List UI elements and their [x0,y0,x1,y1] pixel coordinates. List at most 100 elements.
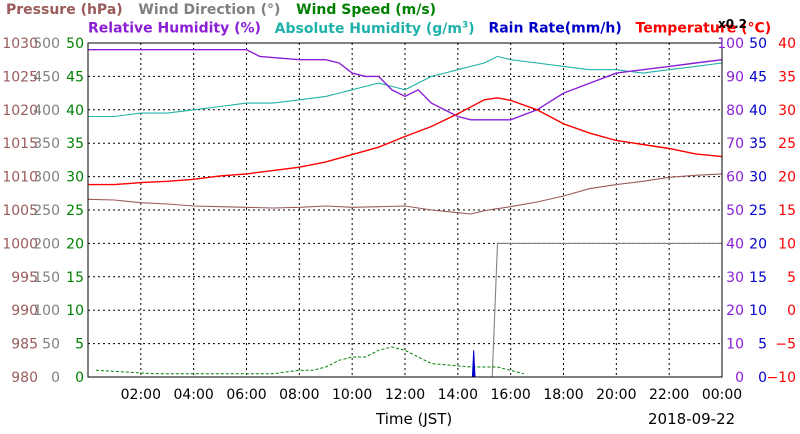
series-temperature [88,97,723,186]
legend-row-1: Pressure (hPa) Wind Direction (°) Wind S… [6,2,436,18]
y-tick-label-temperature: 20 [778,170,796,186]
y-tick-label-relative-humidity: 30 [726,270,744,286]
y-tick-label-temperature: 10 [778,236,796,252]
y-tick-label-temperature: −10 [766,370,796,386]
x-tick-label: 04:00 [173,387,213,403]
x-tick-label: 10:00 [332,387,372,403]
y-tick-label-relative-humidity: 90 [726,69,744,85]
x-tick-label: 00:00 [702,387,742,403]
y-tick-label-temperature: 5 [787,270,796,286]
y-tick-label-wind-direction: 200 [33,236,60,252]
y-tick-label-wind-speed: 20 [66,236,84,252]
y-tick-label-pressure: 985 [11,337,38,353]
y-tick-label-relative-humidity: 10 [726,337,744,353]
chart-date: 2018-09-22 [648,410,736,428]
y-tick-label-pressure: 1025 [2,69,38,85]
x-tick-label: 18:00 [543,387,583,403]
legend-row-2: Relative Humidity (%) Absolute Humidity … [88,20,771,37]
y-tick-label-wind-speed: 30 [66,170,84,186]
y-tick-label-rain-rate: 0 [758,370,767,386]
axes-layer: 1030102510201015101010051000995990985980… [2,36,796,403]
y-tick-label-relative-humidity: 40 [726,236,744,252]
y-tick-label-pressure: 1005 [2,203,38,219]
y-tick-label-wind-speed: 35 [66,136,84,152]
y-tick-label-relative-humidity: 70 [726,136,744,152]
series-absolute-humidity [88,55,723,118]
legend-scale-note: x0.2 [718,17,747,31]
y-tick-label-wind-speed: 0 [75,370,84,386]
y-tick-label-wind-direction: 350 [33,136,60,152]
y-tick-label-wind-direction: 50 [42,337,60,353]
y-tick-label-wind-direction: 500 [33,36,60,52]
y-tick-label-rain-rate: 50 [749,36,767,52]
x-tick-label: 12:00 [385,387,425,403]
y-tick-label-rain-rate: 10 [749,303,767,319]
legend-wind-direction: Wind Direction (°) [138,2,281,18]
y-tick-label-rain-rate: 5 [758,337,767,353]
y-tick-label-pressure: 1030 [2,36,38,52]
x-tick-label: 14:00 [438,387,478,403]
y-tick-label-wind-direction: 250 [33,203,60,219]
y-tick-label-wind-speed: 50 [66,36,84,52]
y-tick-label-relative-humidity: 0 [735,370,744,386]
series-wind-speed [95,346,525,375]
y-tick-label-wind-direction: 150 [33,270,60,286]
legend-absolute-humidity-sup: 3 [462,20,469,30]
legend-relative-humidity: Relative Humidity (%) [88,20,261,37]
y-tick-label-relative-humidity: 50 [726,203,744,219]
y-tick-label-wind-direction: 0 [51,370,60,386]
plot-frame [87,42,723,378]
x-axis-label: Time (JST) [376,410,453,428]
y-tick-label-temperature: 15 [778,203,796,219]
y-tick-label-wind-speed: 15 [66,270,84,286]
y-tick-label-temperature: 35 [778,69,796,85]
y-tick-label-rain-rate: 45 [749,69,767,85]
y-tick-label-wind-speed: 45 [66,69,84,85]
y-tick-label-rain-rate: 15 [749,270,767,286]
y-tick-label-rain-rate: 25 [749,203,767,219]
y-tick-label-pressure: 1020 [2,103,38,119]
y-tick-label-relative-humidity: 60 [726,170,744,186]
x-tick-label: 06:00 [226,387,266,403]
y-tick-label-relative-humidity: 80 [726,103,744,119]
legend-absolute-humidity-text: Absolute Humidity (g/m [274,20,463,37]
y-tick-label-pressure: 1015 [2,136,38,152]
legend-absolute-humidity: Absolute Humidity (g/m3) [274,20,475,37]
y-tick-label-rain-rate: 30 [749,170,767,186]
series-pressure [87,173,723,215]
y-tick-label-temperature: −5 [775,337,796,353]
y-tick-label-temperature: 0 [787,303,796,319]
y-tick-label-wind-direction: 400 [33,103,60,119]
series-rain-rate [471,350,476,378]
y-tick-label-temperature: 40 [778,36,796,52]
y-tick-label-rain-rate: 40 [749,103,767,119]
y-tick-label-rain-rate: 20 [749,236,767,252]
series-relative-humidity [88,49,723,121]
y-tick-label-wind-speed: 25 [66,203,84,219]
y-tick-label-pressure: 995 [11,270,38,286]
y-tick-label-relative-humidity: 100 [717,36,744,52]
y-tick-label-wind-speed: 40 [66,103,84,119]
y-tick-label-pressure: 1010 [2,170,38,186]
x-tick-label: 08:00 [279,387,319,403]
y-tick-label-wind-speed: 5 [75,337,84,353]
legend-rain-rate: Rain Rate(mm/h) [488,20,622,37]
y-tick-label-wind-direction: 100 [33,303,60,319]
y-tick-label-relative-humidity: 20 [726,303,744,319]
grid [88,43,722,377]
y-tick-label-pressure: 1000 [2,236,38,252]
y-tick-label-wind-direction: 450 [33,69,60,85]
y-tick-label-temperature: 25 [778,136,796,152]
legend-pressure: Pressure (hPa) [6,2,123,18]
y-tick-label-wind-speed: 10 [66,303,84,319]
x-tick-label: 02:00 [121,387,161,403]
y-tick-label-pressure: 980 [11,370,38,386]
legend-temperature: Temperature (°C) [635,20,772,37]
legend-wind-speed: Wind Speed (m/s) [296,2,437,18]
legend-absolute-humidity-close: ) [468,20,475,37]
y-tick-label-rain-rate: 35 [749,136,767,152]
y-tick-label-wind-direction: 300 [33,170,60,186]
x-tick-label: 22:00 [649,387,689,403]
x-tick-label: 16:00 [490,387,530,403]
